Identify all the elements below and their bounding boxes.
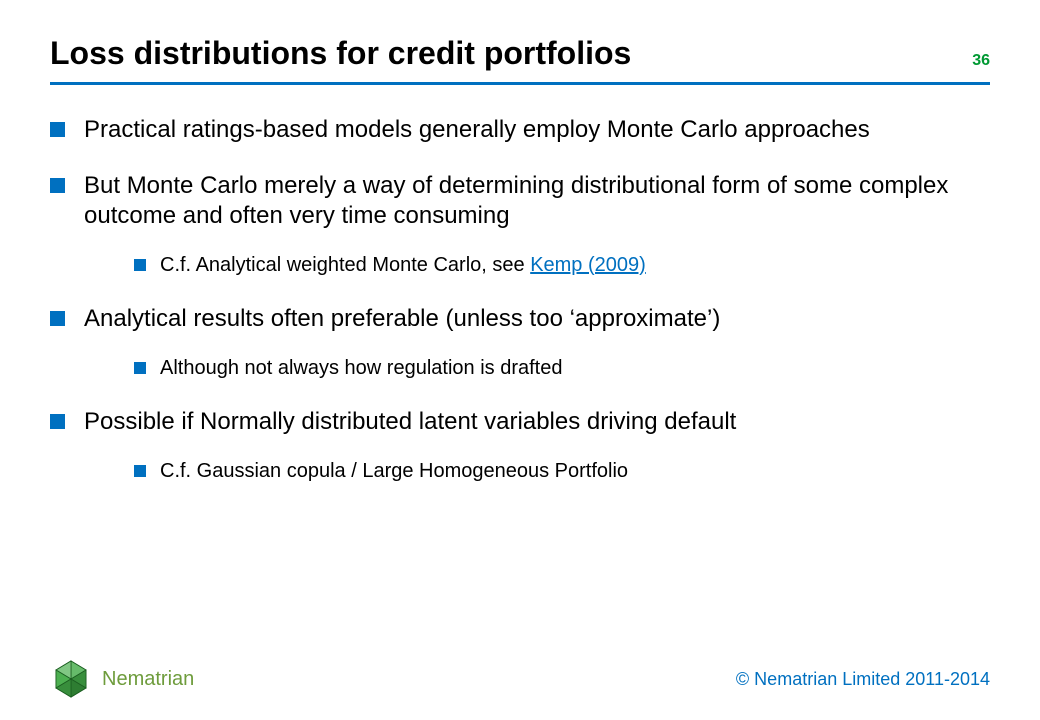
slide-title: Loss distributions for credit portfolios <box>50 35 631 72</box>
brand: Nematrian <box>50 658 194 700</box>
slide: Loss distributions for credit portfolios… <box>0 0 1040 720</box>
bullet-list-level2: C.f. Analytical weighted Monte Carlo, se… <box>84 253 990 278</box>
bullet-item: But Monte Carlo merely a way of determin… <box>50 171 990 278</box>
bullet-text: Practical ratings-based models generally… <box>84 116 870 143</box>
slide-content: Practical ratings-based models generally… <box>0 85 1040 484</box>
page-number: 36 <box>972 52 990 70</box>
logo-icon <box>50 658 92 700</box>
bullet-sub-text-before: C.f. Analytical weighted Monte Carlo, se… <box>160 254 530 276</box>
bullet-sub-item: C.f. Analytical weighted Monte Carlo, se… <box>134 253 990 278</box>
bullet-sub-item: Although not always how regulation is dr… <box>134 356 990 381</box>
bullet-item: Practical ratings-based models generally… <box>50 115 990 145</box>
bullet-text: Analytical results often preferable (unl… <box>84 305 720 332</box>
brand-name: Nematrian <box>102 668 194 691</box>
bullet-item: Analytical results often preferable (unl… <box>50 304 990 381</box>
bullet-sub-item: C.f. Gaussian copula / Large Homogeneous… <box>134 459 990 484</box>
bullet-list-level2: Although not always how regulation is dr… <box>84 356 990 381</box>
bullet-sub-text: C.f. Gaussian copula / Large Homogeneous… <box>160 460 628 482</box>
bullet-text: But Monte Carlo merely a way of determin… <box>84 172 948 229</box>
bullet-list-level2: C.f. Gaussian copula / Large Homogeneous… <box>84 459 990 484</box>
reference-link[interactable]: Kemp (2009) <box>530 254 646 276</box>
slide-header: Loss distributions for credit portfolios… <box>0 0 1040 72</box>
bullet-item: Possible if Normally distributed latent … <box>50 407 990 484</box>
slide-footer: Nematrian © Nematrian Limited 2011-2014 <box>50 658 990 700</box>
copyright-text: © Nematrian Limited 2011-2014 <box>736 669 990 690</box>
bullet-text: Possible if Normally distributed latent … <box>84 408 736 435</box>
bullet-list-level1: Practical ratings-based models generally… <box>50 115 990 484</box>
bullet-sub-text: Although not always how regulation is dr… <box>160 357 562 379</box>
